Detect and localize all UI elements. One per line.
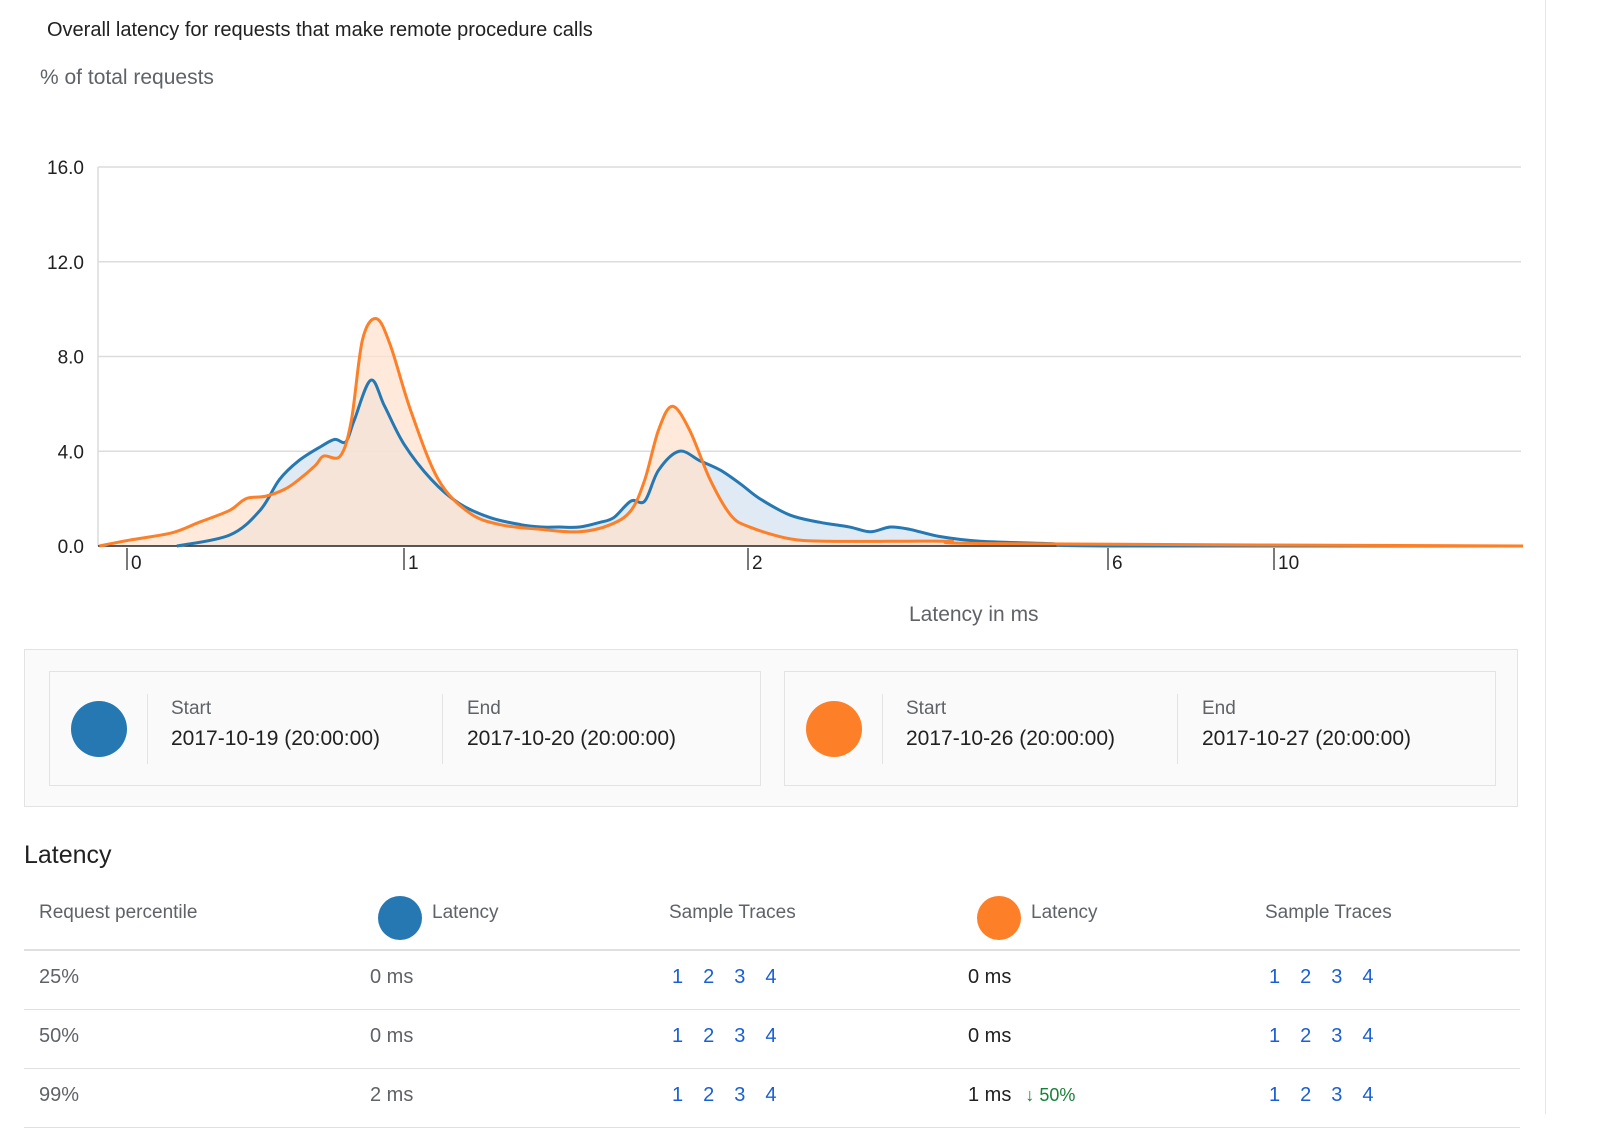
row-latency-series-2: 0 ms: [968, 966, 1025, 989]
end-label: End: [467, 698, 501, 719]
x-tick-label: 0: [131, 553, 142, 574]
row-latency-series-1: 0 ms: [370, 966, 414, 988]
end-value: 2017-10-27 (20:00:00): [1202, 727, 1411, 750]
sample-trace-link[interactable]: 1: [1269, 1084, 1281, 1106]
y-tick-label: 16.0: [47, 158, 84, 179]
sample-trace-link[interactable]: 2: [703, 1025, 715, 1047]
series-1-color-dot: [71, 701, 127, 757]
end-label: End: [1202, 698, 1236, 719]
sample-trace-link[interactable]: 2: [1300, 966, 1312, 988]
legend-card-series-2: Start 2017-10-26 (20:00:00) End 2017-10-…: [784, 671, 1496, 786]
sample-trace-link[interactable]: 2: [1300, 1025, 1312, 1047]
x-tick-label: 1: [408, 553, 419, 574]
sample-trace-link[interactable]: 4: [765, 966, 777, 988]
row-latency-series-1: 0 ms: [370, 1025, 414, 1047]
header-sample-traces-series-1: Sample Traces: [669, 902, 796, 923]
sample-trace-link[interactable]: 3: [1331, 1084, 1343, 1106]
series-2-color-dot: [806, 701, 862, 757]
start-label: Start: [906, 698, 947, 719]
series-2-color-dot: [977, 896, 1021, 940]
sample-trace-link[interactable]: 1: [672, 1084, 684, 1106]
row-divider: [24, 1068, 1520, 1069]
divider: [882, 694, 883, 764]
latency-section-title: Latency: [24, 841, 112, 869]
x-axis-label: Latency in ms: [909, 603, 1039, 626]
row-latency-series-1: 2 ms: [370, 1084, 414, 1106]
sample-trace-link[interactable]: 2: [703, 966, 715, 988]
y-axis-label: % of total requests: [40, 66, 214, 89]
sample-trace-link[interactable]: 1: [672, 1025, 684, 1047]
start-value: 2017-10-19 (20:00:00): [171, 727, 380, 750]
latency-distribution-chart: 0.0 4.0 8.0 12.0 16.0 0 1 2 6 10: [47, 158, 1524, 574]
latency-value: 0 ms: [968, 966, 1012, 988]
latency-change-badge: ↓ 50%: [1025, 1085, 1076, 1105]
sample-trace-link[interactable]: 1: [672, 966, 684, 988]
y-tick-label: 12.0: [47, 253, 84, 274]
sample-trace-link[interactable]: 4: [765, 1025, 777, 1047]
latency-value: 0 ms: [968, 1025, 1012, 1047]
series-1-color-dot: [378, 896, 422, 940]
series-2-line: [99, 317, 1524, 548]
sample-trace-link[interactable]: 2: [703, 1084, 715, 1106]
y-tick-label: 0.0: [58, 537, 84, 558]
sample-trace-link[interactable]: 3: [734, 1084, 746, 1106]
row-percentile: 99%: [39, 1084, 80, 1106]
y-tick-label: 4.0: [58, 442, 84, 463]
sample-trace-link[interactable]: 2: [1300, 1084, 1312, 1106]
x-tick-label: 2: [752, 553, 763, 574]
divider: [147, 694, 148, 764]
sample-trace-link[interactable]: 3: [1331, 1025, 1343, 1047]
start-value: 2017-10-26 (20:00:00): [906, 727, 1115, 750]
legend-card-series-1: Start 2017-10-19 (20:00:00) End 2017-10-…: [49, 671, 761, 786]
sample-trace-link[interactable]: 4: [1362, 966, 1374, 988]
header-divider: [24, 949, 1520, 951]
sample-trace-link[interactable]: 3: [1331, 966, 1343, 988]
header-latency-series-2: Latency: [1031, 902, 1098, 923]
sample-trace-link[interactable]: 1: [1269, 1025, 1281, 1047]
start-label: Start: [171, 698, 212, 719]
sample-trace-link[interactable]: 1: [1269, 966, 1281, 988]
end-value: 2017-10-20 (20:00:00): [467, 727, 676, 750]
sample-trace-link[interactable]: 3: [734, 1025, 746, 1047]
sample-trace-link[interactable]: 4: [1362, 1084, 1374, 1106]
x-tick-label: 10: [1278, 553, 1299, 574]
chart-title: Overall latency for requests that make r…: [47, 19, 593, 41]
row-percentile: 25%: [39, 966, 80, 988]
series-1-line: [176, 378, 1523, 548]
sample-trace-link[interactable]: 4: [1362, 1025, 1374, 1047]
y-tick-label: 8.0: [58, 348, 84, 369]
row-percentile: 50%: [39, 1025, 80, 1047]
divider: [1177, 694, 1178, 764]
header-latency-series-1: Latency: [432, 902, 499, 923]
header-request-percentile: Request percentile: [39, 902, 198, 923]
row-latency-series-2: 1 ms ↓ 50%: [968, 1084, 1075, 1107]
series-2-area: [99, 318, 1523, 546]
page-right-border: [1545, 0, 1546, 1114]
divider: [442, 694, 443, 764]
time-range-legend: Start 2017-10-19 (20:00:00) End 2017-10-…: [24, 649, 1518, 807]
sample-trace-link[interactable]: 3: [734, 966, 746, 988]
row-divider: [24, 1009, 1520, 1010]
latency-value: 1 ms: [968, 1084, 1012, 1106]
header-sample-traces-series-2: Sample Traces: [1265, 902, 1392, 923]
x-tick-label: 6: [1112, 553, 1123, 574]
row-latency-series-2: 0 ms: [968, 1025, 1025, 1048]
sample-trace-link[interactable]: 4: [765, 1084, 777, 1106]
